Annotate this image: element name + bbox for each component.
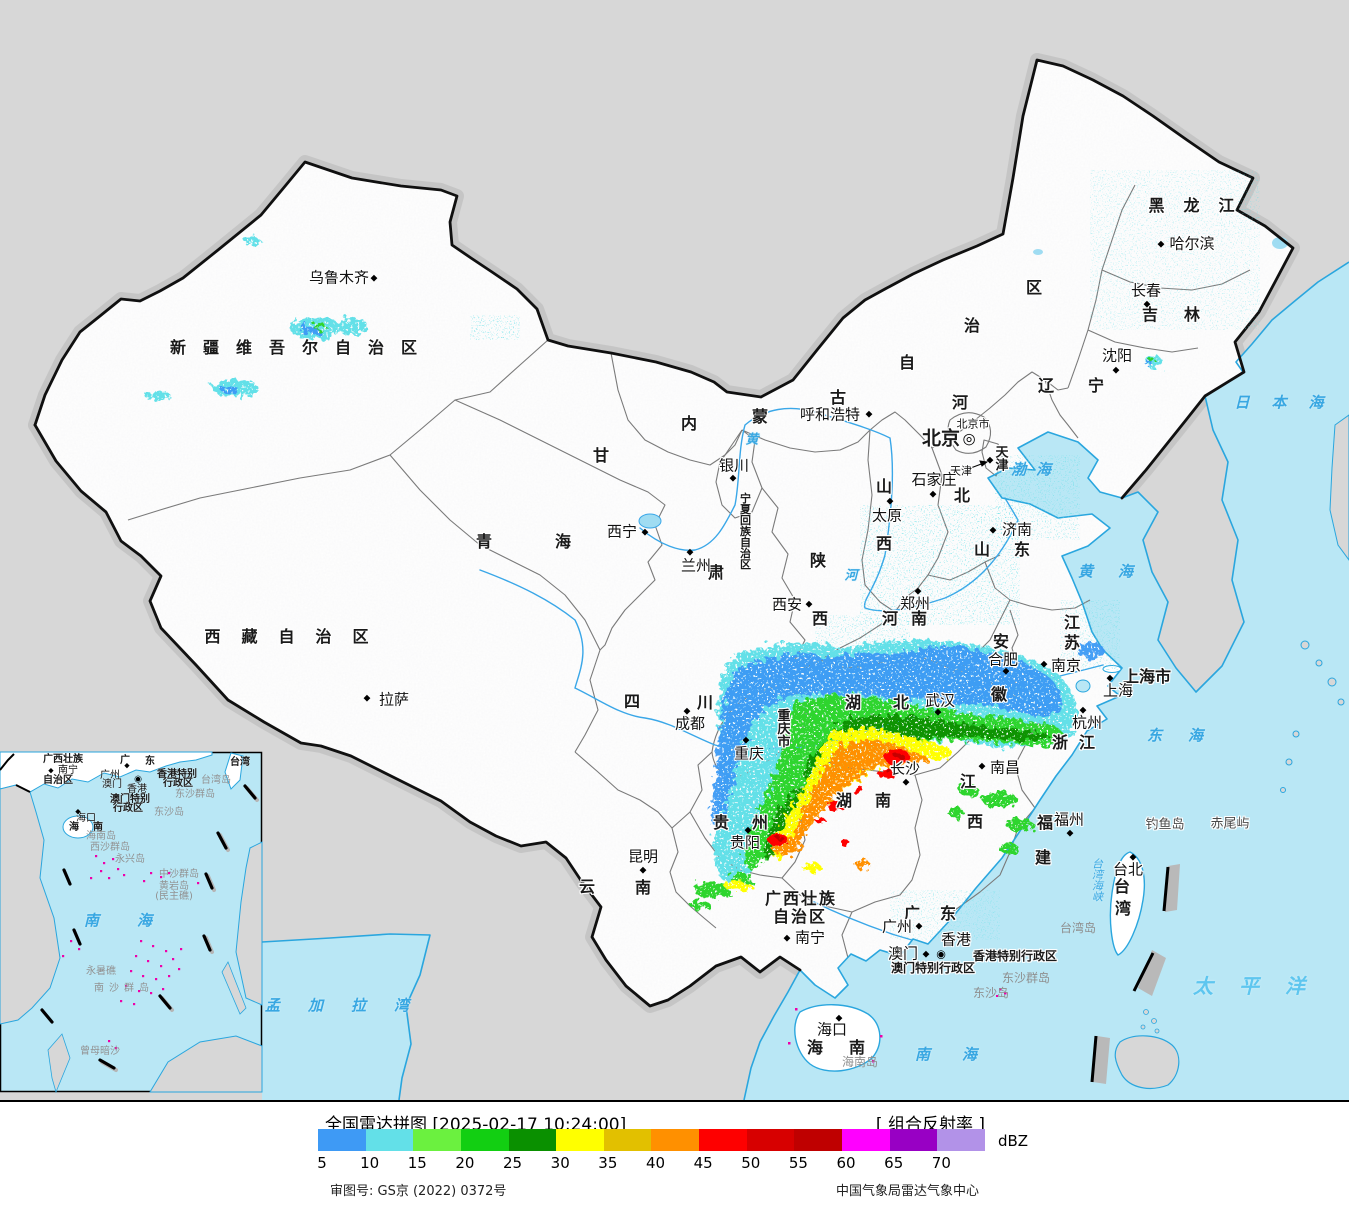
- china-landmass: [35, 60, 1293, 1006]
- national-border: [33, 58, 1295, 1008]
- legend-tick: 60: [836, 1154, 856, 1172]
- bay-of-bengal: [262, 934, 430, 1100]
- south-china-sea-inset: [0, 751, 263, 1094]
- legend-segment-10: [365, 1129, 414, 1151]
- legend-tick: 50: [741, 1154, 761, 1172]
- inset-philippines: [235, 841, 263, 1006]
- legend-segment-15: [413, 1129, 461, 1151]
- qinghai-lake: [638, 513, 662, 529]
- echo-darkred: [776, 753, 904, 840]
- inset-nine-dash-line: [40, 784, 257, 1070]
- echo-clutter: [470, 170, 1260, 940]
- inset-hainan: [62, 815, 94, 839]
- boundary-dashes: [1090, 864, 1180, 1084]
- legend-segment-25: [508, 1129, 557, 1151]
- dbz-unit-label: dBZ: [998, 1132, 1029, 1150]
- reef-marks-main: [788, 988, 1007, 1063]
- legend-segment-50: [746, 1129, 795, 1151]
- islands: [794, 414, 1349, 1089]
- radar-echo-layer: [145, 170, 1260, 940]
- legend-tick: 15: [407, 1154, 427, 1172]
- taihu-lake: [1075, 679, 1091, 693]
- legend-segment-35: [603, 1129, 652, 1151]
- legend-tick: 20: [455, 1154, 475, 1172]
- china-radar-map: [0, 0, 1349, 1100]
- legend-tick: 40: [645, 1154, 666, 1172]
- echo-green: [313, 324, 1156, 910]
- legend-tick: 65: [884, 1154, 904, 1172]
- legend-tick: 35: [598, 1154, 618, 1172]
- ryukyu-islands: [1280, 640, 1345, 793]
- dbz-tick-labels: 5 10 15 20 25 30 35 40 45 50 55 60 65 70: [317, 1154, 1018, 1172]
- legend-segment-20: [460, 1129, 509, 1151]
- dbz-color-scale: [318, 1129, 985, 1151]
- legend-tick: 45: [693, 1154, 713, 1172]
- legend-segment-30: [556, 1129, 604, 1151]
- japan-island: [1329, 414, 1349, 561]
- legend-segment-5: [318, 1129, 366, 1151]
- legend-segment-60: [842, 1129, 890, 1151]
- legend-tick: 25: [503, 1154, 523, 1172]
- hulun-lake: [1033, 249, 1043, 255]
- map-license-number: 审图号: GS京 (2022) 0372号: [330, 1184, 507, 1199]
- batanes-islands: [1140, 1009, 1160, 1034]
- legend-tick: 70: [931, 1154, 951, 1172]
- legend-segment-65: [889, 1129, 938, 1151]
- tianjin-arrow: [967, 460, 989, 470]
- legend-segment-70: [937, 1129, 985, 1151]
- luzon-island: [1114, 1035, 1180, 1089]
- legend-tick: 55: [788, 1154, 808, 1172]
- inset-malay: [47, 1033, 71, 1094]
- legend-area: 全国雷达拼图 [2025-02-17 10:24:00] [ 组合反射率 ] 5…: [0, 1100, 1349, 1208]
- taiwan-island: [1109, 851, 1146, 956]
- legend-tick: 30: [550, 1154, 570, 1172]
- inset-palawan: [221, 961, 247, 1015]
- inset-taiwan: [224, 752, 244, 790]
- ocean: [744, 262, 1349, 1100]
- inset-borneo: [149, 1035, 263, 1093]
- legend-segment-40: [651, 1129, 700, 1151]
- legend-tick: 5: [317, 1154, 327, 1172]
- legend-tick: 10: [360, 1154, 380, 1172]
- legend-segment-45: [699, 1129, 747, 1151]
- inset-reef-marks: [62, 855, 200, 1050]
- agency-credit: 中国气象局雷达气象中心: [836, 1184, 980, 1199]
- legend-segment-55: [794, 1129, 843, 1151]
- hainan-island: [794, 1004, 881, 1072]
